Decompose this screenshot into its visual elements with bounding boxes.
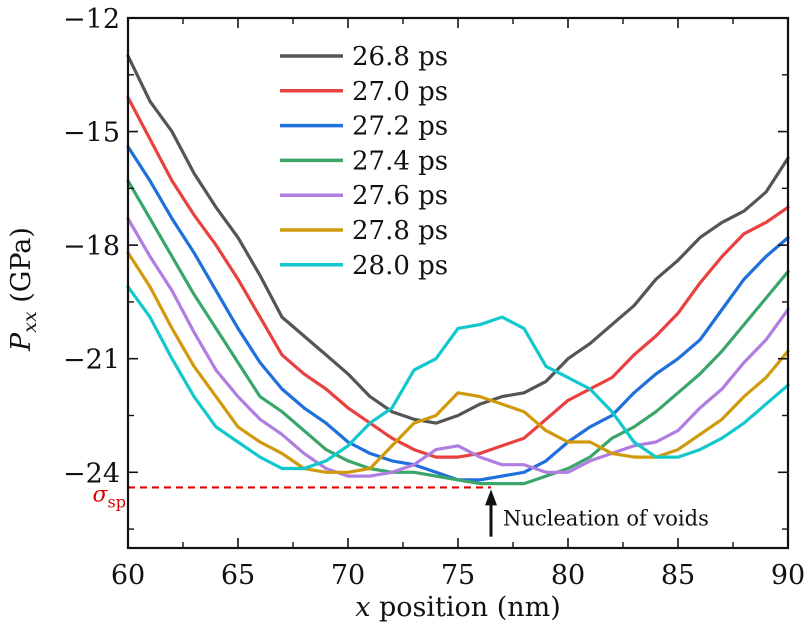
series-line-274 bbox=[126, 179, 790, 486]
legend-item: 27.6 ps bbox=[280, 181, 448, 211]
sigma-subscript: sp bbox=[108, 492, 126, 511]
y-tick-label: −21 bbox=[63, 345, 120, 376]
legend-label: 27.4 ps bbox=[352, 146, 448, 176]
legend-item: 27.0 ps bbox=[280, 77, 448, 107]
legend-label: 26.8 ps bbox=[352, 42, 448, 72]
y-tick-label: −24 bbox=[63, 458, 120, 489]
series-line-270 bbox=[126, 95, 790, 459]
sigma-sp-label: σsp bbox=[93, 482, 126, 511]
sigma-symbol: σ bbox=[93, 482, 109, 507]
series-line-272 bbox=[126, 145, 790, 482]
x-tick-label: 60 bbox=[111, 560, 145, 591]
legend: 26.8 ps 27.0 ps 27.2 ps 27.4 ps 27.6 ps 27.8 … bbox=[280, 42, 448, 281]
series-line-268 bbox=[126, 54, 790, 425]
series-line-276 bbox=[126, 217, 790, 478]
legend-item: 26.8 ps bbox=[280, 42, 448, 72]
annotation-text: Nucleation of voids bbox=[503, 507, 709, 531]
y-axis-title-subscript: xx bbox=[19, 311, 41, 333]
legend-label: 27.8 ps bbox=[352, 216, 448, 246]
y-axis-title-unit: (GPa) bbox=[6, 227, 37, 311]
series-line-278 bbox=[126, 251, 790, 474]
y-tick-label: −12 bbox=[63, 4, 120, 35]
legend-item: 27.2 ps bbox=[280, 112, 448, 142]
legend-label: 27.6 ps bbox=[352, 181, 448, 211]
x-tick-label: 80 bbox=[551, 560, 585, 591]
x-tick-label: 65 bbox=[221, 560, 255, 591]
ticks-layer: 60 65 70 75 80 85 90 −12 −15 −18 −21 −24 bbox=[63, 4, 805, 591]
legend-label: 27.0 ps bbox=[352, 77, 448, 107]
x-axis-title-text: position (nm) bbox=[370, 592, 560, 623]
legend-item: 27.8 ps bbox=[280, 216, 448, 246]
x-tick-label: 70 bbox=[331, 560, 365, 591]
x-tick-label: 90 bbox=[771, 560, 805, 591]
legend-label: 27.2 ps bbox=[352, 112, 448, 142]
y-tick-label: −15 bbox=[63, 118, 120, 149]
x-axis-title-var: x bbox=[355, 592, 370, 623]
y-axis-title: Pxx (GPa) bbox=[6, 227, 41, 352]
y-axis-title-var: P bbox=[6, 332, 37, 352]
arrow-up-icon bbox=[485, 489, 497, 506]
annotation: Nucleation of voids bbox=[485, 489, 709, 537]
y-tick-label: −18 bbox=[63, 231, 120, 262]
plot-frame bbox=[126, 16, 790, 550]
legend-label: 28.0 ps bbox=[352, 251, 448, 281]
x-tick-label: 85 bbox=[661, 560, 695, 591]
x-tick-label: 75 bbox=[441, 560, 475, 591]
x-axis-title: x position (nm) bbox=[355, 592, 561, 623]
series-line-280 bbox=[126, 285, 790, 471]
legend-item: 27.4 ps bbox=[280, 146, 448, 176]
series-layer bbox=[126, 54, 790, 486]
legend-item: 28.0 ps bbox=[280, 251, 448, 281]
